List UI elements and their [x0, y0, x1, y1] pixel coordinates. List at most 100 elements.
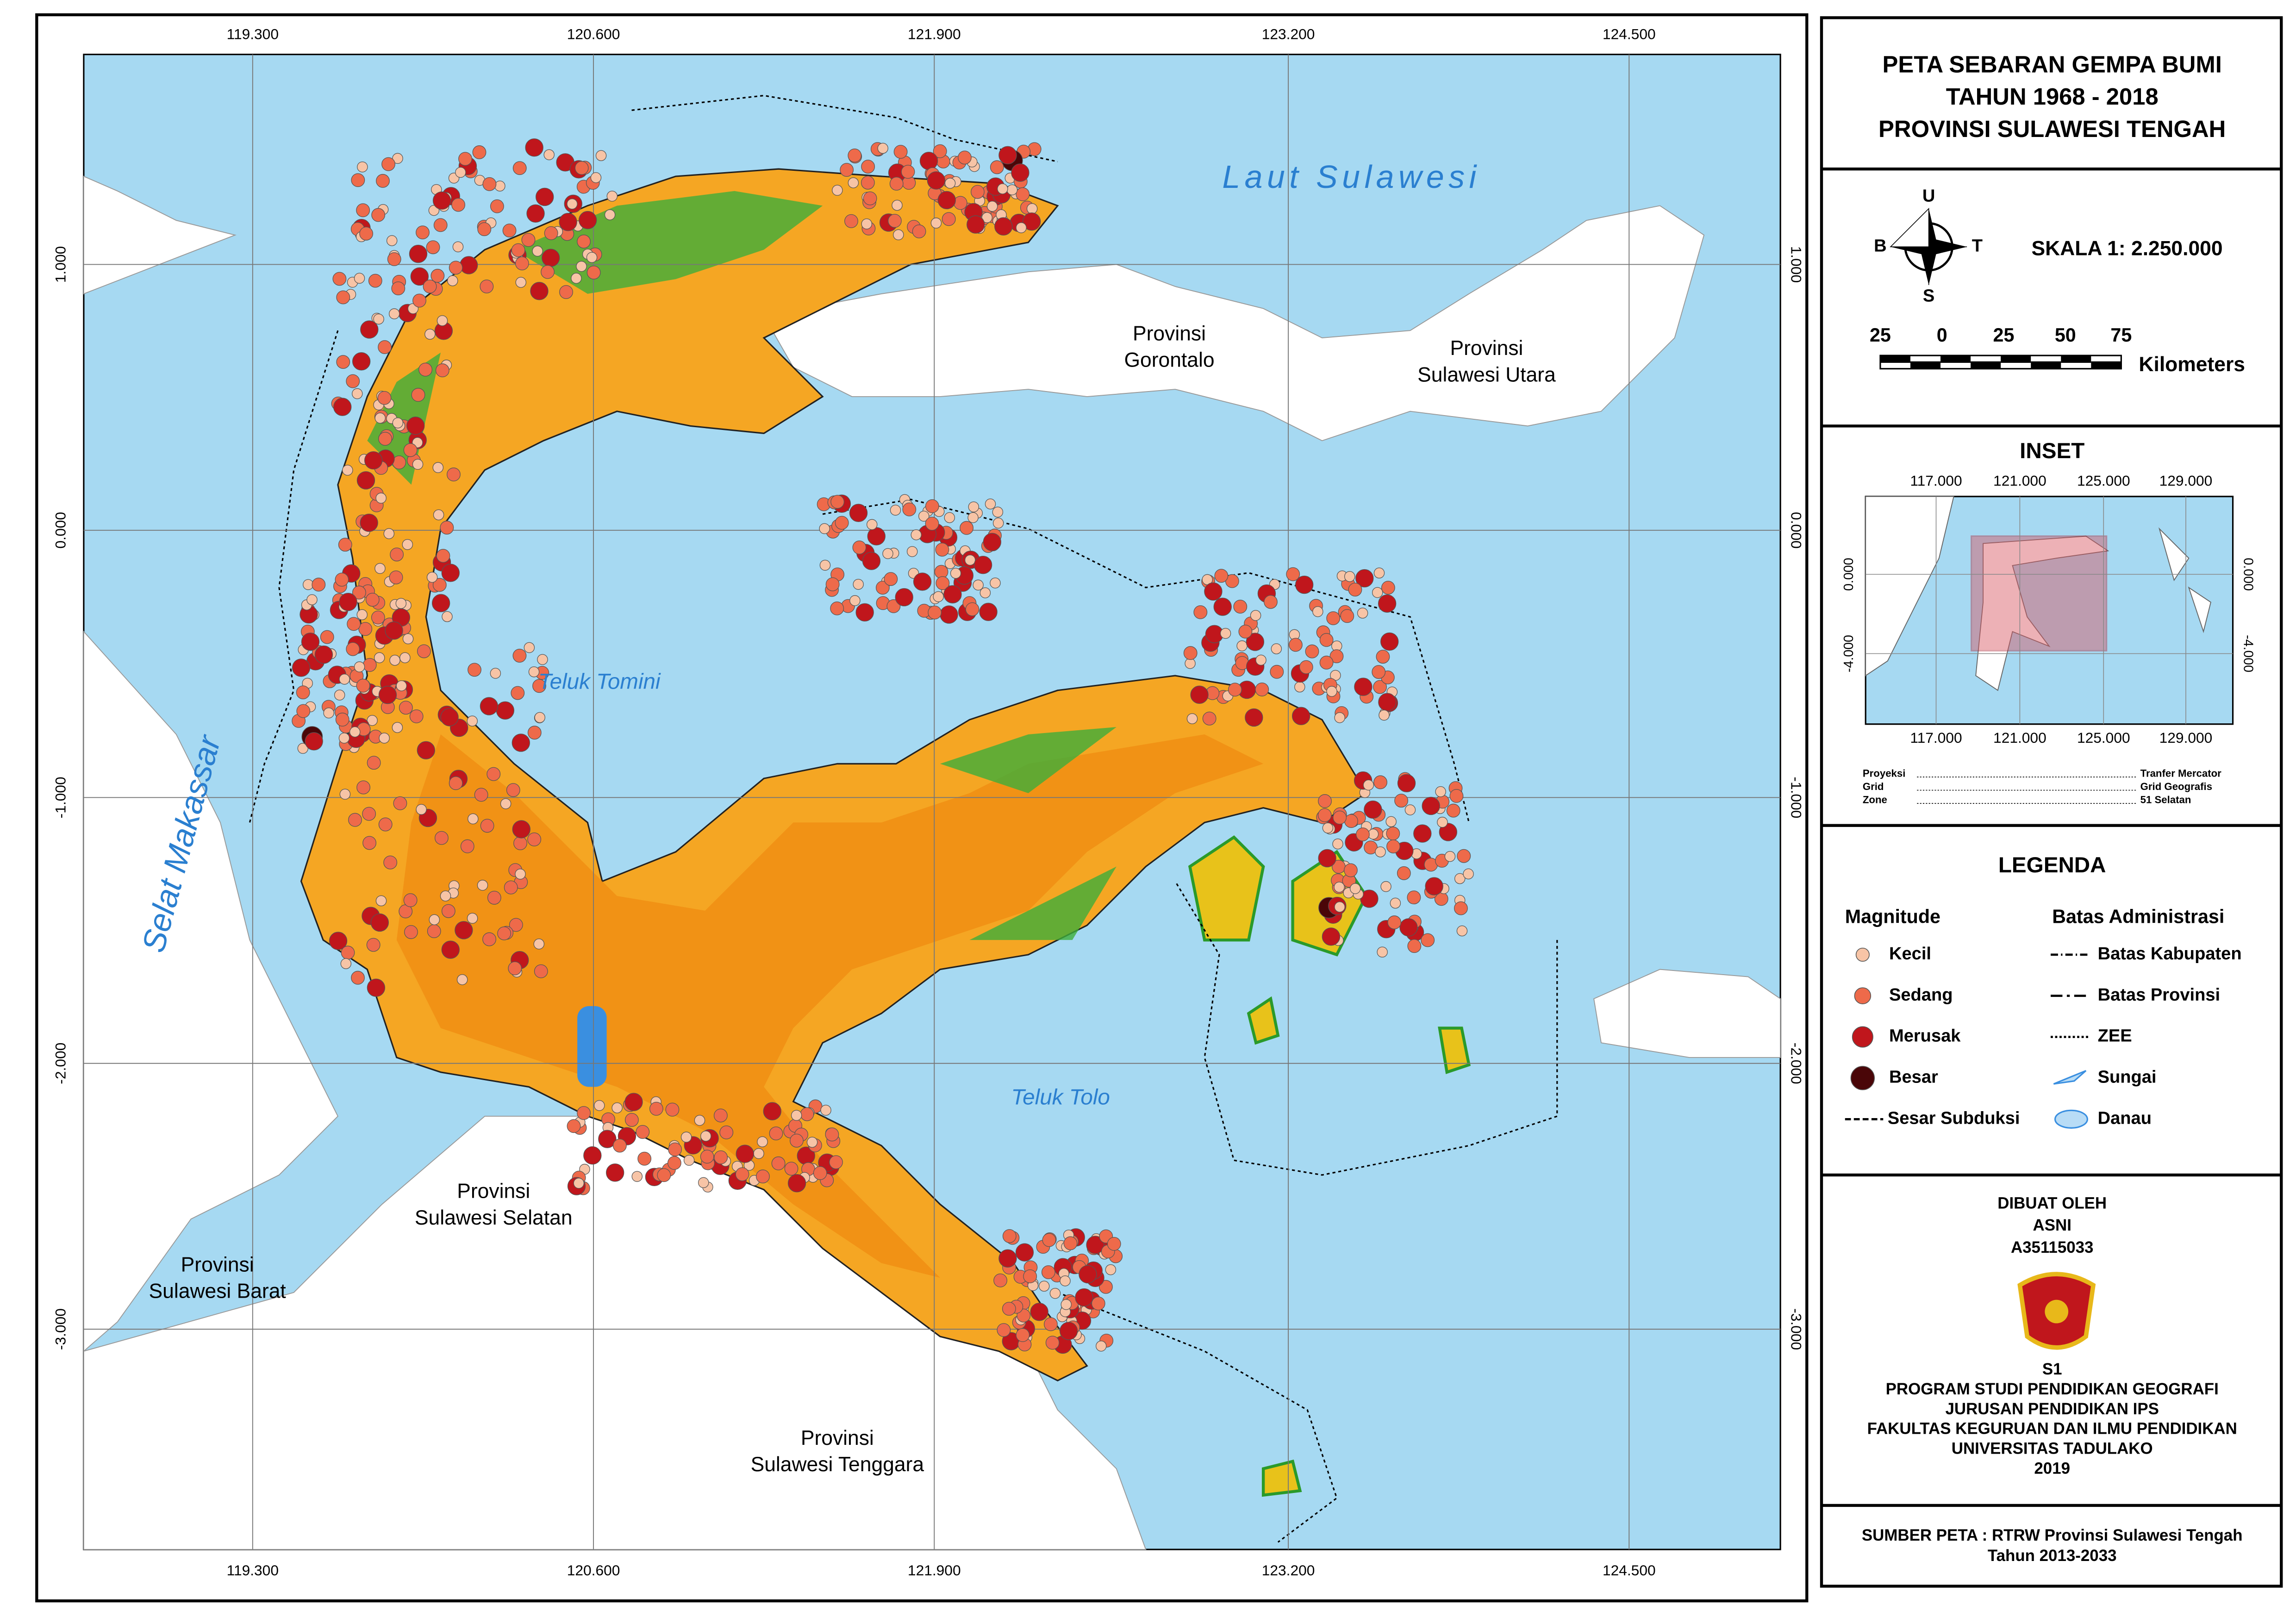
zee-boundary [249, 94, 1558, 1543]
quake-dot [402, 633, 414, 645]
quake-dot [364, 451, 383, 470]
quake-dot [867, 527, 886, 546]
quake-dot [1437, 816, 1448, 828]
scale-segment [1880, 355, 1910, 363]
y-tick-label: -2.000 [1788, 1043, 1805, 1084]
quake-dot [590, 172, 602, 183]
quake-dot [455, 167, 466, 178]
quake-dot [339, 592, 357, 611]
scale-text: SKALA 1: 2.250.000 [2032, 237, 2223, 260]
scale-segment [2061, 355, 2091, 363]
quake-dot [1322, 927, 1341, 946]
quake-dot [1456, 925, 1468, 937]
quake-dot [930, 218, 942, 229]
quake-dot [504, 880, 518, 895]
quake-dot [515, 256, 529, 271]
quake-dot [1023, 1269, 1037, 1283]
quake-dot [1016, 1328, 1030, 1342]
quake-dot [502, 224, 517, 238]
legend-heading: Batas Administrasi [2052, 906, 2224, 927]
quake-dot [890, 504, 901, 516]
province-label: Provinsi [801, 1427, 874, 1449]
quake-dot [1233, 599, 1248, 614]
quake-dot [806, 1137, 818, 1148]
x-tick-label: 119.300 [227, 1562, 279, 1579]
quake-dot [356, 780, 371, 795]
quake-dot [512, 734, 530, 752]
quake-dot [981, 212, 992, 223]
quake-dot [374, 563, 386, 574]
quake-dot [436, 549, 450, 563]
quake-dot [1463, 868, 1474, 880]
quake-dot [578, 211, 597, 230]
quake-dot [612, 1138, 627, 1153]
quake-dot [757, 1136, 768, 1147]
scale-segment [1971, 361, 2001, 369]
quake-dot [714, 1150, 728, 1164]
quake-dot [1186, 713, 1198, 724]
quake-dot [1372, 665, 1386, 679]
quake-dot [338, 733, 350, 744]
quake-dot [1357, 608, 1368, 619]
x-tick-label: 123.200 [1262, 1562, 1315, 1579]
quake-dot [534, 712, 545, 723]
land [83, 175, 1781, 1550]
quake-dot [997, 1323, 1011, 1337]
x-tick-label: 124.500 [1603, 26, 1656, 43]
quake-dot [467, 913, 478, 924]
legend-symbol [1850, 1066, 1875, 1090]
quake-dot [525, 138, 543, 157]
quake-dot [1344, 571, 1355, 582]
quake-dot [1236, 640, 1248, 652]
quake-dot [1397, 866, 1411, 880]
legend-symbol [1852, 1026, 1873, 1048]
inset-y-label: 0.000 [1841, 558, 1856, 591]
quake-dot [367, 715, 378, 726]
quake-dot [341, 945, 355, 960]
quake-dot [1246, 633, 1265, 651]
compass-label: U [1922, 187, 1935, 206]
legend-label: Sedang [1889, 985, 1953, 1005]
quake-dot [440, 521, 454, 535]
quake-dot [1270, 665, 1284, 679]
quake-dot [1016, 222, 1027, 233]
province-label: Sulawesi Barat [149, 1280, 287, 1303]
quake-dot [429, 914, 440, 926]
east-land [1593, 969, 1781, 1058]
quake-dot [1238, 624, 1253, 639]
quake-dot [314, 645, 333, 664]
quake-dot [468, 663, 481, 677]
quake-dot [1220, 628, 1231, 639]
quake-dot [533, 938, 545, 950]
quake-dot [769, 1126, 783, 1141]
quake-dot [381, 157, 395, 171]
y-tick-label: 0.000 [1788, 512, 1805, 548]
graticule [83, 54, 1781, 1550]
quake-dot [1380, 632, 1399, 651]
quake-dot [356, 471, 375, 490]
quake-dot [452, 241, 464, 253]
quake-dot [944, 178, 956, 189]
quake-dot [624, 1093, 643, 1111]
quake-dot [735, 1167, 749, 1181]
x-tick-label: 123.200 [1262, 26, 1315, 43]
quake-dot [911, 529, 922, 541]
quake-dot [973, 579, 984, 591]
quake-dot [342, 465, 353, 476]
legend-label: Sesar Subduksi [1888, 1108, 2020, 1128]
y-tick-label: -3.000 [1788, 1308, 1805, 1350]
quake-dot [521, 233, 536, 247]
quake-dot [356, 678, 370, 693]
quake-dot [417, 644, 431, 659]
quake-dot [449, 261, 463, 275]
quake-dot [960, 521, 974, 535]
quake-dot [1045, 1336, 1060, 1350]
quake-dot [399, 652, 411, 663]
quake-dot [866, 519, 878, 530]
credit-line: DIBUAT OLEH [1997, 1194, 2107, 1213]
quake-dot [480, 819, 494, 833]
province-label: Sulawesi Utara [1417, 363, 1556, 386]
quake-dot [719, 1125, 734, 1139]
quake-dot [1011, 163, 1029, 182]
quake-dot [1002, 1302, 1016, 1316]
